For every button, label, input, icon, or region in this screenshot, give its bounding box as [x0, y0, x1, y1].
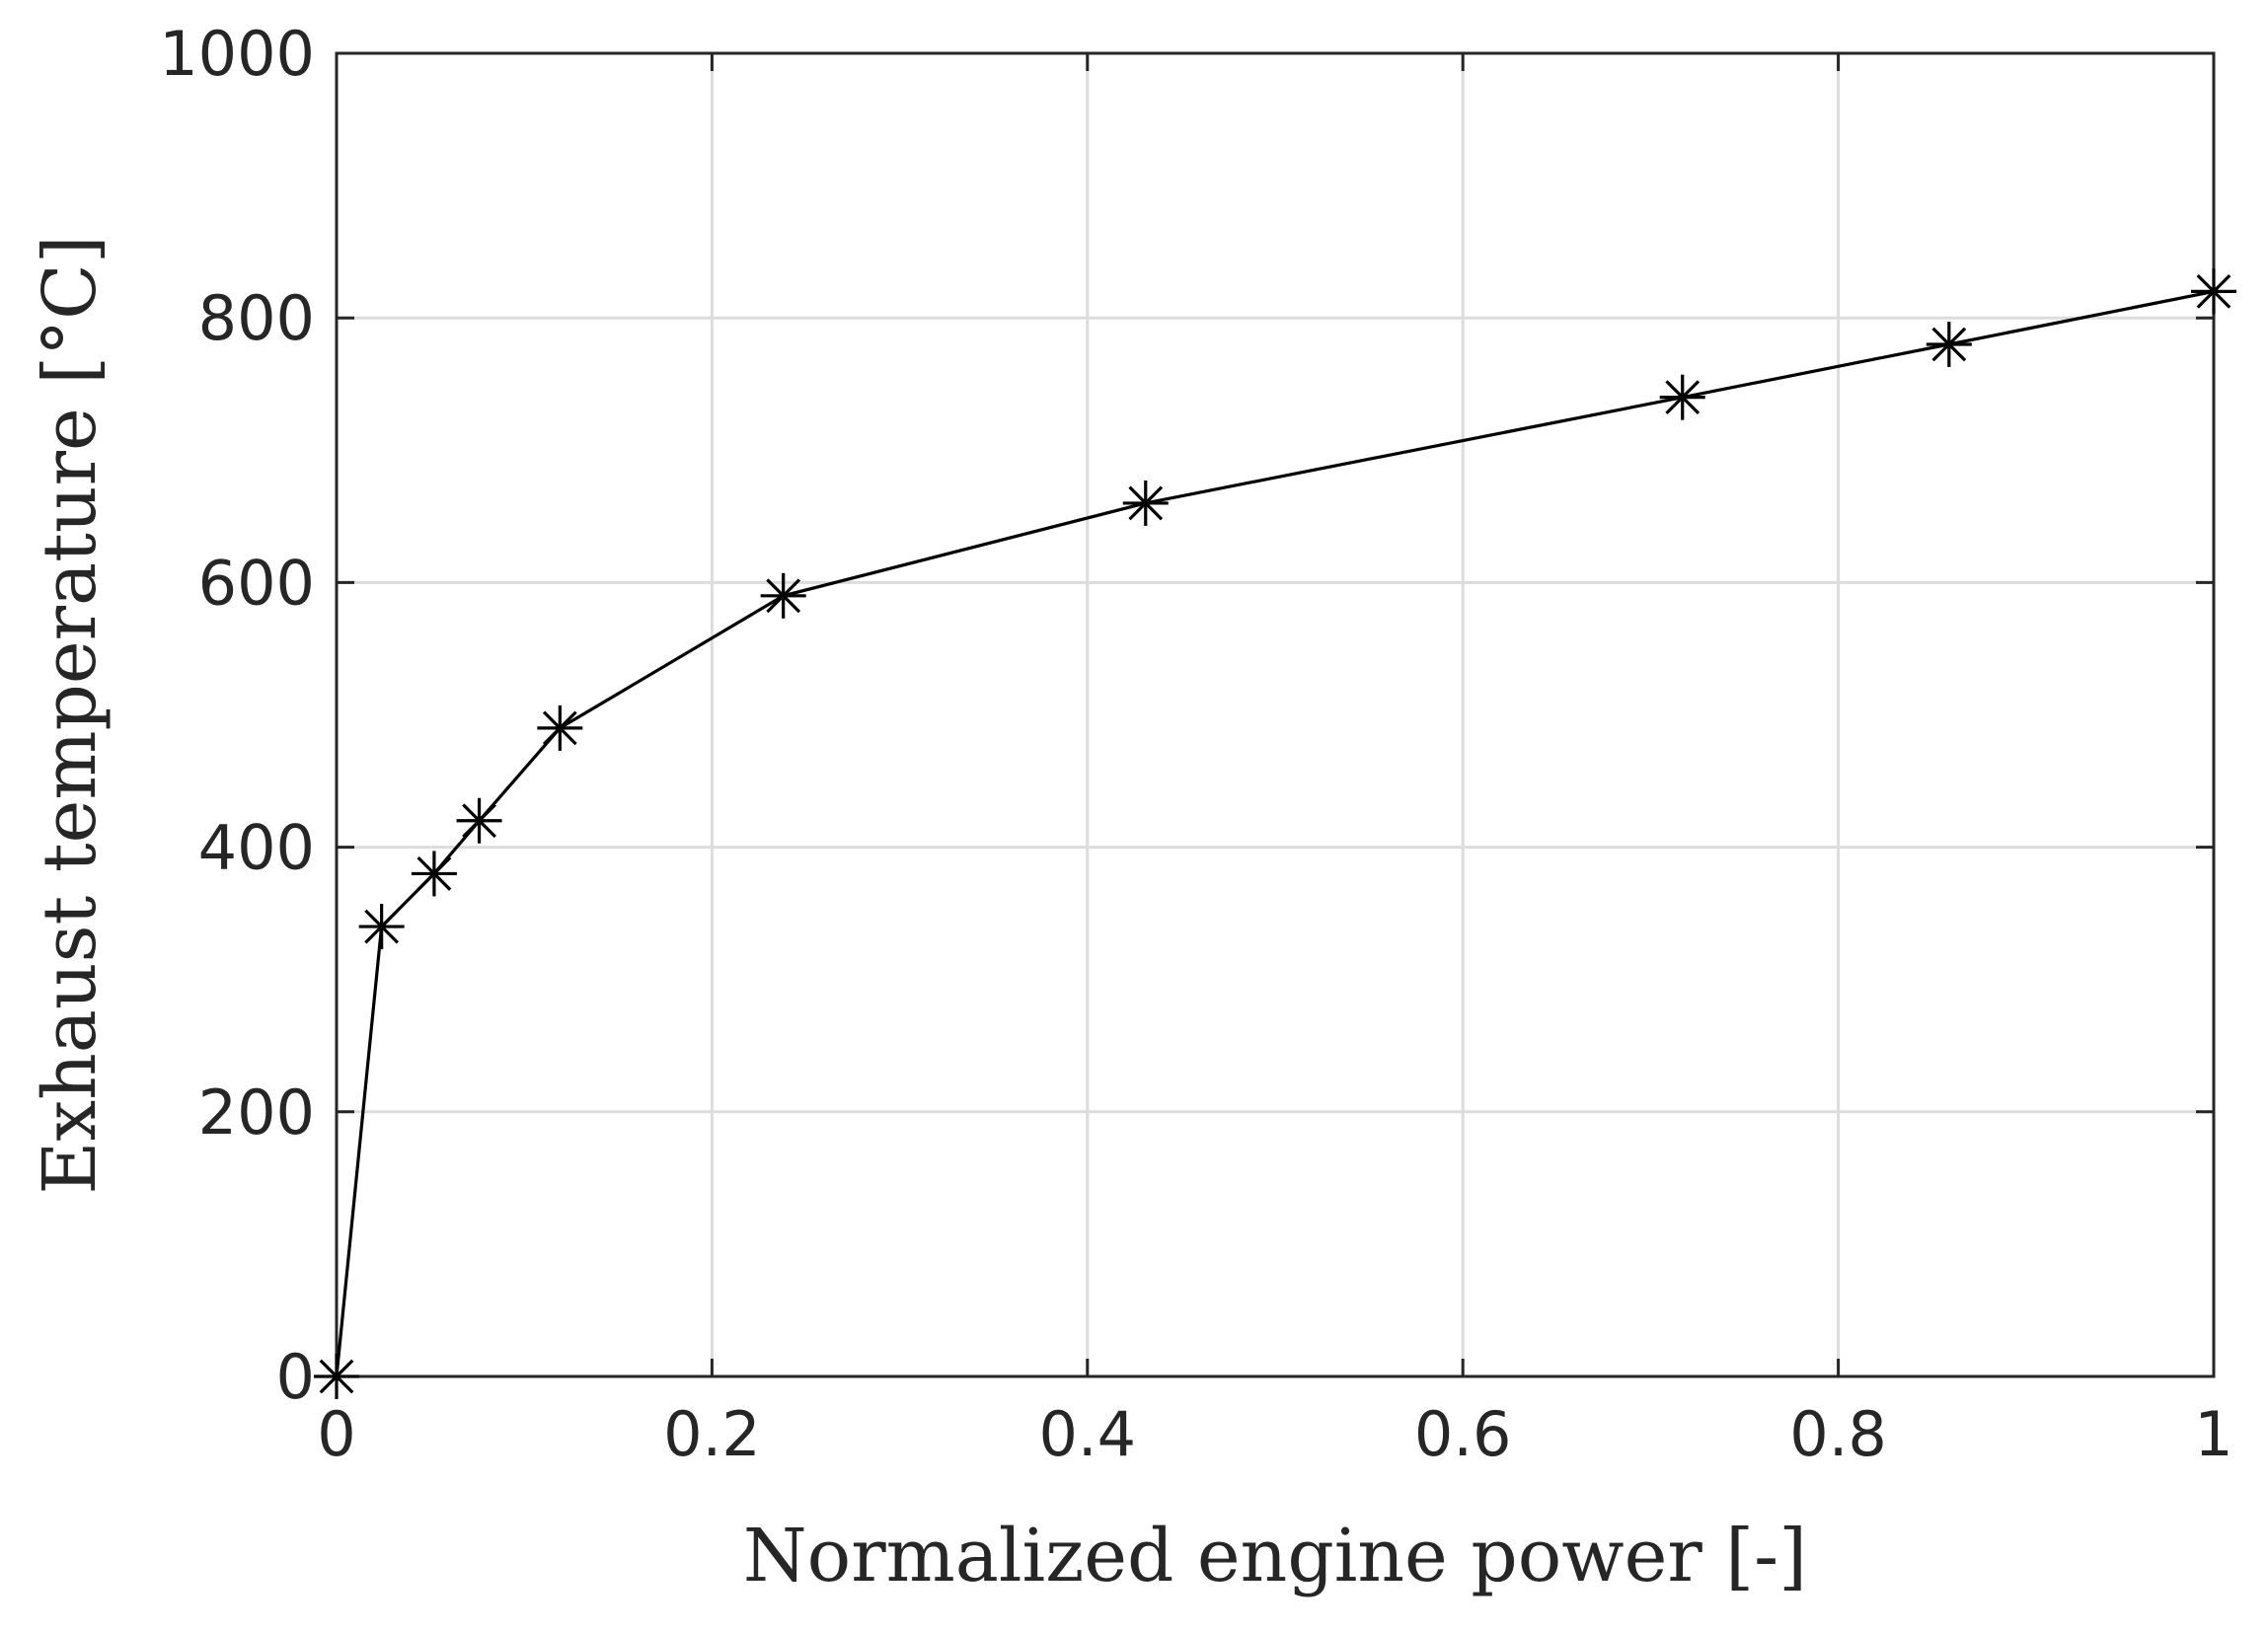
y-tick-label: 0: [276, 1341, 315, 1413]
x-tick-label: 0: [317, 1398, 355, 1470]
y-tick-label: 200: [198, 1076, 315, 1149]
x-axis-label: Normalized engine power [-]: [743, 1514, 1807, 1598]
x-tick-label: 0.4: [1038, 1398, 1136, 1470]
x-tick-label: 1: [2194, 1398, 2232, 1470]
grid: [337, 53, 2214, 1376]
data-point-marker: [314, 1354, 359, 1399]
plot-area-frame: [335, 51, 2216, 1378]
data-point-marker: [537, 705, 583, 751]
y-tick-label: 400: [198, 812, 315, 884]
y-tick-labels: 0 200 400 600 800 1000: [159, 18, 315, 1413]
x-tick-label: 0.8: [1789, 1398, 1887, 1470]
data-point-marker: [456, 797, 502, 844]
data-point-marker: [1659, 374, 1705, 420]
data-point-marker: [760, 572, 806, 619]
y-tick-label: 600: [198, 547, 315, 619]
x-tick-label: 0.2: [663, 1398, 761, 1470]
data-point-marker: [1122, 480, 1169, 526]
y-tick-label: 1000: [159, 18, 315, 90]
data-point-marker: [358, 904, 405, 950]
y-tick-label: 800: [198, 282, 315, 354]
series-layer: [314, 268, 2236, 1399]
series-line: [335, 289, 2215, 1377]
data-point-marker: [411, 851, 457, 897]
data-point-marker: [1926, 322, 1972, 368]
y-axis-label: Exhaust temperature [°C]: [28, 235, 113, 1194]
x-tick-labels: 0 0.2 0.4 0.6 0.8 1: [317, 1398, 2232, 1470]
x-tick-label: 0.6: [1414, 1398, 1512, 1470]
data-point-marker: [2191, 268, 2236, 315]
